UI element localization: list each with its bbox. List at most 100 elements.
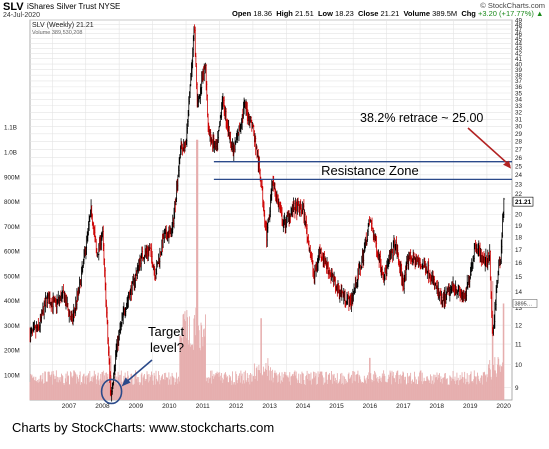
price-tick-label: 13 (515, 305, 523, 312)
price-tick-label: 22 (515, 191, 523, 198)
price-tick-label: 23 (515, 181, 523, 188)
open-label: Open (232, 9, 252, 18)
x-tick-label: 2007 (62, 403, 77, 410)
price-tick-label: 19 (515, 223, 523, 230)
price-tick-label: 25 (515, 163, 523, 170)
price-tick-label: 28 (515, 139, 523, 146)
retrace-arrow-head (503, 160, 511, 169)
price-tick-label: 46 (515, 31, 523, 38)
price-tick-label: 36 (515, 84, 523, 91)
stockcharts-brand: © StockCharts.com (480, 1, 545, 10)
low-label: Low (317, 9, 333, 18)
low-value: 18.23 (335, 9, 354, 18)
retrace-arrow (467, 127, 511, 167)
price-bars (29, 24, 506, 402)
symbol: SLV (3, 1, 24, 13)
x-tick-label: 2018 (430, 403, 445, 410)
chart-date: 24-Jul-2020 (3, 12, 40, 19)
price-tick-label: 29 (515, 131, 523, 138)
volume-bars (29, 139, 505, 400)
price-tick-label: 45 (515, 36, 523, 43)
volume-tick-label: 600M (4, 249, 20, 256)
chart-subtitle: Volume 389,530,208 (32, 30, 82, 36)
volume-tick-label: 500M (4, 273, 20, 280)
price-tick-label: 43 (515, 46, 523, 53)
last-volume-label: 3895… (515, 301, 533, 307)
x-tick-label: 2012 (229, 403, 244, 410)
chart-title: SLV (Weekly) 21.21 (32, 22, 94, 29)
price-tick-label: 47 (515, 26, 523, 33)
close-label: Close (357, 9, 379, 18)
price-tick-label: 14 (515, 289, 523, 296)
volume-value: 389.5M (432, 9, 458, 18)
volume-tick-label: 1.0B (4, 149, 17, 156)
price-bar (503, 197, 506, 219)
price-tick-label: 17 (515, 247, 523, 254)
x-tick-label: 2017 (396, 403, 411, 410)
volume-tick-label: 100M (4, 373, 20, 380)
volume-tick-label: 700M (4, 224, 20, 231)
volume-tick-label: 900M (4, 174, 20, 181)
price-tick-label: 18 (515, 235, 523, 242)
resistance-zone-label: Resistance Zone (321, 163, 419, 178)
target-circle (100, 378, 123, 405)
target-arrow (124, 359, 153, 385)
volume-tick-label: 300M (4, 323, 20, 330)
price-tick-label: 35 (515, 90, 523, 97)
target-label-line1: Target (148, 324, 185, 339)
price-tick-label: 31 (515, 117, 523, 124)
price-tick-label: 37 (515, 78, 523, 85)
x-tick-label: 2011 (196, 403, 210, 410)
retrace-label: 38.2% retrace ~ 25.00 (360, 111, 483, 125)
x-tick-label: 2010 (162, 403, 177, 410)
x-tick-label: 2013 (262, 403, 277, 410)
grid (30, 19, 512, 400)
price-tick-label: 44 (515, 41, 523, 48)
price-tick-label: 9 (515, 385, 519, 392)
open-value: 18.36 (253, 9, 273, 18)
chg-label: Chg (461, 9, 476, 18)
x-tick-label: 2016 (363, 403, 378, 410)
annotations: Resistance Zone 38.2% retrace ~ 25.00 Targ… (100, 111, 512, 405)
footer-credit: Charts by StockCharts: www.stockcharts.c… (12, 420, 275, 435)
plot-frame (29, 19, 513, 401)
price-tick-label: 24 (515, 172, 523, 179)
price-tick-label: 33 (515, 103, 523, 110)
price-tick-label: 15 (515, 274, 523, 281)
security-name: iShares Silver Trust NYSE (27, 2, 121, 11)
x-tick-label: 2019 (463, 403, 478, 410)
high-label: High (276, 9, 293, 18)
chg-up-arrow-icon: ▲ (535, 9, 544, 18)
x-tick-label: 2009 (129, 403, 144, 410)
price-tick-label: 38 (515, 72, 523, 79)
x-tick-label: 2008 (95, 403, 110, 410)
price-tick-label: 30 (515, 124, 523, 131)
volume-tick-label: 200M (4, 348, 20, 355)
price-tick-label: 32 (515, 110, 523, 117)
price-tick-label: 42 (515, 51, 523, 58)
x-tick-label: 2015 (329, 403, 344, 410)
price-tick-label: 40 (515, 61, 523, 68)
last-price-label: 21.21 (515, 199, 532, 206)
chg-value: +3.20 (+17.77%) (478, 9, 534, 18)
x-tick-label: 2020 (496, 403, 511, 410)
price-tick-label: 11 (515, 341, 522, 348)
x-tick-label: 2014 (296, 403, 311, 410)
last-price-box (512, 196, 534, 207)
ohlc-stats: Open 18.36 High 21.51 Low 18.23 Close 21… (232, 9, 543, 18)
price-tick-label: 12 (515, 322, 523, 329)
price-tick-label: 48 (515, 22, 523, 29)
price-tick-label: 41 (515, 56, 523, 63)
high-value: 21.51 (294, 9, 314, 18)
target-arrow-head (121, 377, 131, 387)
price-tick-label: 27 (515, 147, 523, 154)
price-tick-label: 26 (515, 155, 523, 162)
close-value: 21.21 (380, 9, 400, 18)
volume-label: Volume (403, 9, 431, 18)
price-tick-label: 34 (515, 97, 523, 104)
volume-tick-label: 1.1B (4, 125, 17, 132)
price-tick-label: 10 (515, 362, 523, 369)
